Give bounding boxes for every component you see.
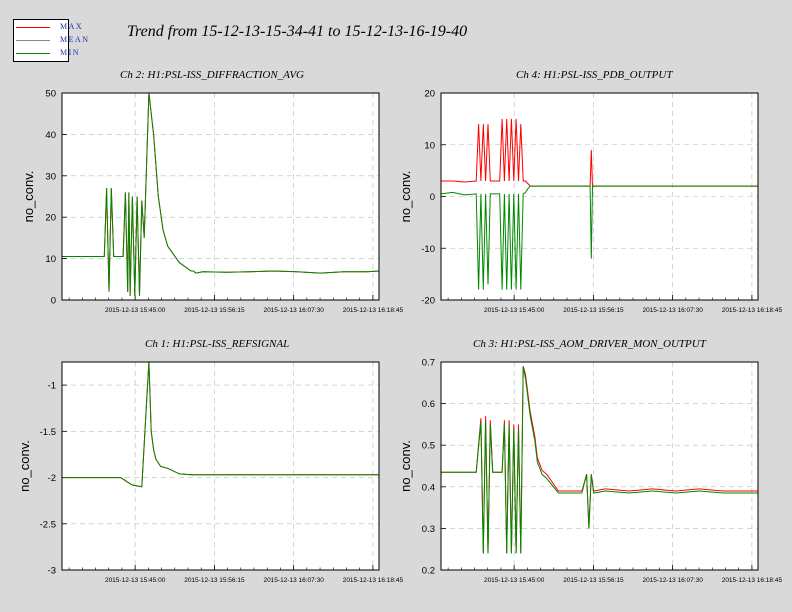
- xtick-label-ch4: 2015-12-13 15:56:15: [563, 307, 624, 314]
- ytick-label-ch4: -20: [421, 296, 435, 307]
- series-line-min-ch2: [62, 92, 380, 296]
- ylabel-ch1: no_conv.: [17, 440, 32, 492]
- ytick-label-ch1: -3: [48, 566, 56, 577]
- xtick-label-ch3: 2015-12-13 16:18:45: [722, 577, 783, 584]
- chart-title-ch4: Ch 4: H1:PSL-ISS_PDB_OUTPUT: [516, 69, 673, 81]
- ytick-label-ch3: 0.6: [422, 399, 435, 410]
- xtick-label-ch4: 2015-12-13 15:45:00: [484, 307, 545, 314]
- legend-swatch-mean: [16, 40, 50, 41]
- legend: MAX MEAN MIN: [13, 19, 88, 62]
- ytick-label-ch4: 10: [424, 140, 435, 151]
- ytick-label-ch1: -1: [48, 381, 56, 392]
- xtick-label-ch3: 2015-12-13 15:45:00: [484, 577, 545, 584]
- ytick-label-ch1: -2: [48, 473, 56, 484]
- legend-swatch-min: [16, 53, 50, 54]
- xtick-label-ch3: 2015-12-13 16:07:30: [642, 577, 703, 584]
- series-line-min-ch4: [440, 185, 758, 290]
- xtick-label-ch2: 2015-12-13 16:18:45: [343, 307, 404, 314]
- xtick-label-ch1: 2015-12-13 16:07:30: [263, 577, 324, 584]
- ylabel-ch2: no_conv.: [21, 171, 36, 223]
- plot-frame-ch1: [61, 361, 380, 571]
- chart-title-ch2: Ch 2: H1:PSL-ISS_DIFFRACTION_AVG: [120, 69, 304, 81]
- legend-item-min: MIN: [16, 48, 79, 58]
- ytick-label-ch2: 40: [45, 130, 56, 141]
- plot-frame-ch4: [440, 92, 759, 301]
- xtick-label-ch1: 2015-12-13 15:45:00: [105, 577, 166, 584]
- ytick-label-ch2: 50: [45, 89, 56, 100]
- plot-frame-ch2: [61, 92, 380, 301]
- ylabel-ch3: no_conv.: [398, 440, 413, 492]
- legend-label-max: MAX: [60, 22, 84, 31]
- xtick-label-ch2: 2015-12-13 16:07:30: [263, 307, 324, 314]
- ytick-label-ch3: 0.7: [422, 358, 435, 369]
- ytick-label-ch3: 0.2: [422, 566, 435, 577]
- ytick-label-ch1: -1.5: [40, 427, 56, 438]
- chart-ch3: 0.2 0.3 0.4 0.5 0.6 0.7 2015-12-13 15:45:00 201…: [398, 358, 782, 585]
- plot-area-ch2: [62, 93, 379, 300]
- chart-ch2: 0 10 20 30 40 50 2015-12-13 15:45:00 2015-12-13…: [21, 89, 403, 315]
- chart-ch1: -3 -2.5 -2 -1.5 -1 2015-12-13 15:45:00 2015-12…: [17, 361, 404, 584]
- ytick-label-ch2: 20: [45, 213, 56, 224]
- series-line-min-ch3: [441, 366, 758, 554]
- legend-item-mean: MEAN: [16, 35, 88, 45]
- ytick-label-ch3: 0.3: [422, 524, 435, 535]
- series-line-min-ch1: [62, 361, 379, 488]
- legend-item-max: MAX: [16, 22, 82, 32]
- ytick-label-ch3: 0.5: [422, 441, 435, 452]
- plot-area-ch3: [441, 362, 758, 570]
- xtick-label-ch4: 2015-12-13 16:18:45: [722, 307, 783, 314]
- chart-title-ch3: Ch 3: H1:PSL-ISS_AOM_DRIVER_MON_OUTPUT: [473, 338, 706, 350]
- ytick-label-ch2: 10: [45, 254, 56, 265]
- page-title: Trend from 15-12-13-15-34-41 to 15-12-13…: [127, 23, 468, 40]
- ytick-label-ch4: 20: [424, 89, 435, 100]
- ytick-label-ch4: -10: [421, 244, 435, 255]
- ytick-label-ch3: 0.4: [422, 482, 435, 493]
- legend-swatch-max: [16, 27, 50, 28]
- xtick-label-ch4: 2015-12-13 16:07:30: [642, 307, 703, 314]
- xtick-label-ch2: 2015-12-13 15:45:00: [105, 307, 166, 314]
- ytick-label-ch2: 30: [45, 171, 56, 182]
- xtick-label-ch1: 2015-12-13 16:18:45: [343, 577, 404, 584]
- legend-label-min: MIN: [60, 48, 81, 57]
- plot-area-ch1: [62, 362, 379, 570]
- ytick-label-ch4: 0: [430, 192, 435, 203]
- ytick-label-ch1: -2.5: [40, 519, 56, 530]
- ytick-label-ch2: 0: [51, 296, 56, 307]
- xtick-label-ch3: 2015-12-13 15:56:15: [563, 577, 624, 584]
- chart-ch4: -20 -10 0 10 20 2015-12-13 15:45:00 2015-12-13…: [398, 89, 782, 315]
- ylabel-ch4: no_conv.: [398, 171, 413, 223]
- xtick-label-ch1: 2015-12-13 15:56:15: [184, 577, 245, 584]
- legend-label-mean: MEAN: [60, 35, 90, 44]
- plot-frame-ch3: [440, 361, 759, 571]
- chart-title-ch1: Ch 1: H1:PSL-ISS_REFSIGNAL: [145, 338, 290, 350]
- xtick-label-ch2: 2015-12-13 15:56:15: [184, 307, 245, 314]
